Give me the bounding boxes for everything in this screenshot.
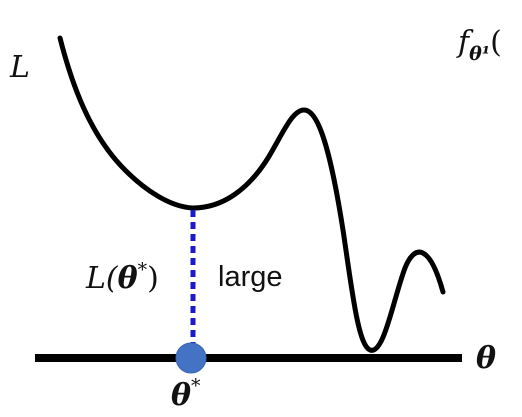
y-axis-label: L — [9, 50, 30, 85]
x-axis-label: θ — [476, 341, 496, 376]
theta-star-superscript: * — [191, 375, 201, 397]
loss-star: * — [138, 259, 148, 281]
theta-star-point — [175, 342, 207, 374]
large-label: large — [218, 261, 283, 293]
loss-close-paren: ) — [147, 261, 159, 296]
loss-prefix: L( — [85, 261, 119, 296]
loss-curve — [57, 35, 446, 353]
loss-theta: θ — [118, 261, 138, 296]
theta-star-symbol: θ — [171, 378, 191, 413]
theta-star-label: θ* — [171, 375, 201, 413]
loss-at-minimum-label: L(θ*) — [85, 259, 159, 296]
function-open-paren: ( — [490, 25, 502, 60]
function-fragment: fθ¹( — [456, 25, 502, 65]
function-subscript: θ¹ — [469, 43, 490, 65]
